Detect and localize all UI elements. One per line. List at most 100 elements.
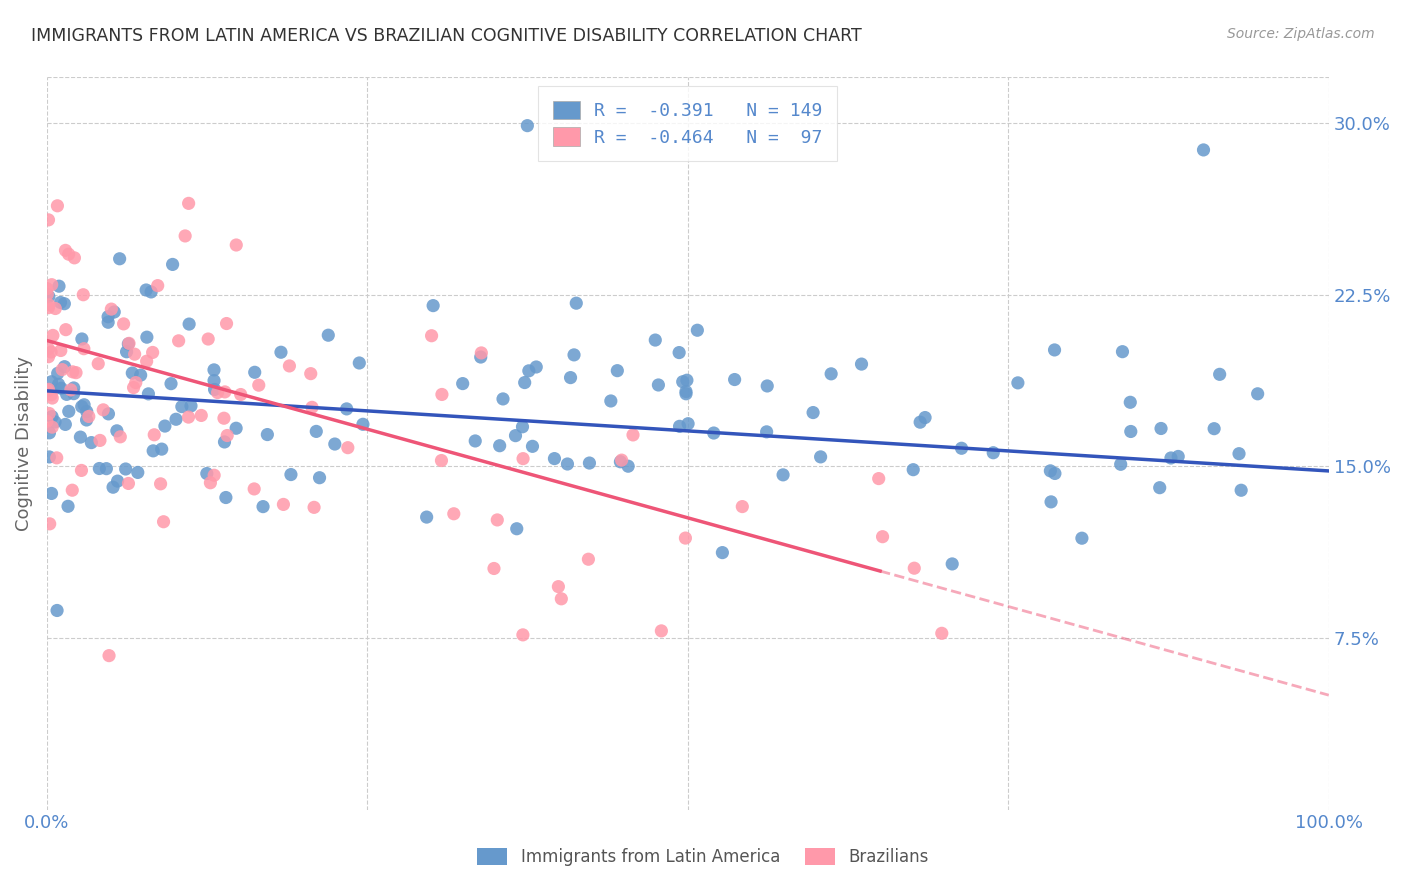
Point [118, 336, 141, 351]
Point [49, 343, 72, 358]
Point [89, 461, 111, 475]
Point [62, 386, 84, 401]
Point [1109, 458, 1132, 472]
Point [179, 317, 201, 331]
Point [673, 531, 696, 545]
Point [200, 475, 222, 490]
Point [675, 386, 697, 401]
Point [1040, 495, 1063, 509]
Point [486, 513, 509, 527]
Point [516, 119, 538, 133]
Point [38, 298, 60, 312]
Point [48, 377, 70, 392]
Point [72, 287, 94, 301]
Point [621, 428, 644, 442]
Point [609, 455, 631, 469]
Point [672, 375, 695, 389]
Point [138, 387, 160, 401]
Point [55, 387, 77, 401]
Point [215, 317, 238, 331]
Point [703, 425, 725, 440]
Point [97, 315, 120, 329]
Point [180, 399, 202, 413]
Point [512, 628, 534, 642]
Point [1043, 343, 1066, 357]
Point [35, 282, 58, 296]
Point [39, 345, 62, 359]
Point [37, 384, 59, 398]
Text: IMMIGRANTS FROM LATIN AMERICA VS BRAZILIAN COGNITIVE DISABILITY CORRELATION CHAR: IMMIGRANTS FROM LATIN AMERICA VS BRAZILI… [31, 27, 862, 45]
Point [122, 380, 145, 394]
Point [512, 419, 534, 434]
Point [565, 296, 588, 310]
Point [142, 443, 165, 458]
Point [202, 374, 225, 388]
Point [512, 451, 534, 466]
Point [1043, 467, 1066, 481]
Point [676, 417, 699, 431]
Point [53, 417, 76, 432]
Point [723, 372, 745, 386]
Point [336, 441, 359, 455]
Point [1149, 481, 1171, 495]
Point [42, 328, 65, 343]
Point [53, 296, 76, 310]
Point [37, 287, 59, 301]
Point [41, 277, 63, 292]
Point [100, 302, 122, 317]
Point [755, 425, 778, 439]
Point [87, 357, 110, 371]
Point [650, 624, 672, 638]
Point [482, 561, 505, 575]
Point [524, 359, 547, 374]
Point [97, 407, 120, 421]
Point [550, 591, 572, 606]
Point [302, 500, 325, 515]
Point [225, 421, 247, 435]
Point [872, 530, 894, 544]
Point [212, 411, 235, 425]
Point [1119, 425, 1142, 439]
Point [273, 497, 295, 511]
Text: Source: ZipAtlas.com: Source: ZipAtlas.com [1227, 27, 1375, 41]
Point [51, 381, 73, 395]
Point [352, 417, 374, 432]
Point [58, 404, 80, 418]
Point [868, 472, 890, 486]
Point [214, 384, 236, 399]
Point [610, 453, 633, 467]
Point [53, 359, 76, 374]
Point [908, 415, 931, 429]
Point [114, 462, 136, 476]
Point [308, 471, 330, 485]
Point [492, 392, 515, 406]
Point [117, 476, 139, 491]
Point [76, 404, 98, 418]
Point [70, 332, 93, 346]
Point [202, 468, 225, 483]
Point [1204, 422, 1226, 436]
Point [1070, 531, 1092, 545]
Point [931, 626, 953, 640]
Point [44, 301, 66, 316]
Point [517, 364, 540, 378]
Point [55, 244, 77, 258]
Point [44, 415, 66, 429]
Point [711, 546, 734, 560]
Point [647, 378, 669, 392]
Point [560, 370, 582, 384]
Point [215, 491, 238, 505]
Point [644, 333, 666, 347]
Point [420, 328, 443, 343]
Point [177, 410, 200, 425]
Point [69, 430, 91, 444]
Point [430, 387, 453, 401]
Point [38, 516, 60, 531]
Point [35, 414, 58, 428]
Point [1160, 450, 1182, 465]
Point [547, 580, 569, 594]
Point [105, 424, 128, 438]
Point [98, 648, 121, 663]
Point [77, 409, 100, 424]
Point [41, 486, 63, 500]
